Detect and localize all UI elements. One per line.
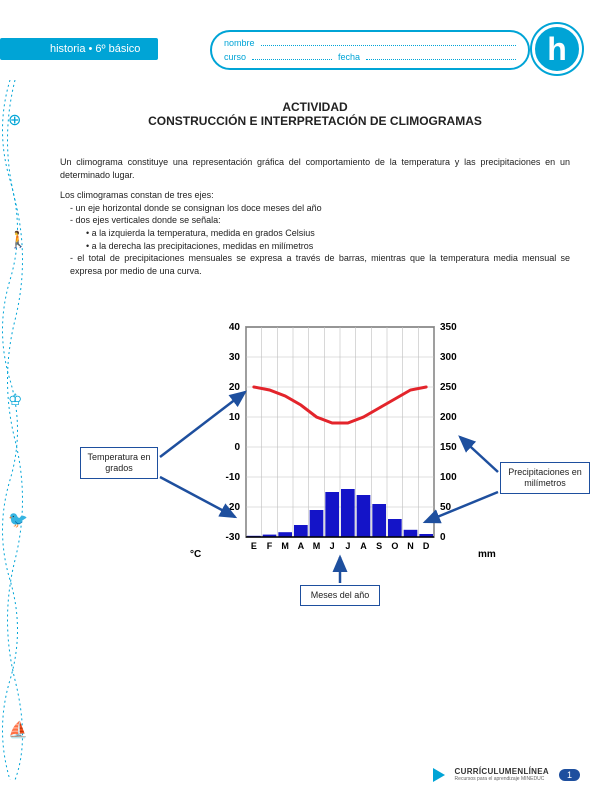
svg-text:F: F [267, 541, 273, 551]
svg-text:40: 40 [229, 322, 241, 333]
bird-icon: 🐦 [8, 510, 28, 530]
document-content: ACTIVIDAD CONSTRUCCIÓN E INTERPRETACIÓN … [60, 100, 570, 637]
left-axis-unit: °C [190, 549, 201, 560]
temp-annotation: Temperatura en grados [80, 447, 158, 479]
footer-sub: Recursos para el aprendizaje MINEDUC [455, 776, 549, 782]
svg-text:10: 10 [229, 412, 241, 423]
ship-icon: ⛵ [8, 720, 28, 740]
chart-area: 403020100-10-20-30350300250200150100500E… [60, 317, 570, 637]
svg-text:20: 20 [229, 382, 241, 393]
svg-text:50: 50 [440, 502, 452, 513]
svg-text:M: M [313, 541, 321, 551]
curso-label: curso [224, 52, 246, 62]
precip-annotation: Precipitaciones en milímetros [500, 462, 590, 494]
svg-text:N: N [407, 541, 414, 551]
svg-text:-30: -30 [226, 532, 241, 543]
footer-brand: CURRÍCULUMENLÍNEA [455, 767, 549, 776]
svg-text:30: 30 [229, 352, 241, 363]
page-footer: CURRÍCULUMENLÍNEA Recursos para el apren… [433, 767, 580, 782]
svg-text:E: E [251, 541, 257, 551]
svg-text:0: 0 [440, 532, 446, 543]
list-item: a la derecha las precipitaciones, medida… [86, 240, 570, 253]
fecha-label: fecha [338, 52, 360, 62]
right-axis-unit: mm [478, 549, 496, 560]
list-item: dos ejes verticales donde se señala: [70, 214, 570, 227]
svg-text:300: 300 [440, 352, 457, 363]
svg-text:D: D [423, 541, 430, 551]
svg-text:350: 350 [440, 322, 457, 333]
svg-text:J: J [330, 541, 335, 551]
subject-label: historia • 6º básico [0, 38, 158, 60]
svg-text:100: 100 [440, 472, 457, 483]
subject-band: historia • 6º básico [0, 38, 158, 60]
list-item: a la izquierda la temperatura, medida en… [86, 227, 570, 240]
svg-text:O: O [391, 541, 398, 551]
subject-badge: h [532, 24, 582, 74]
list-item: un eje horizontal donde se consignan los… [70, 202, 570, 215]
svg-text:-10: -10 [226, 472, 241, 483]
activity-title: ACTIVIDAD [60, 100, 570, 114]
fecha-line [366, 52, 516, 60]
curso-line [252, 52, 332, 60]
intro-paragraph: Un climograma constituye una representac… [60, 156, 570, 181]
svg-text:M: M [281, 541, 289, 551]
svg-text:J: J [345, 541, 350, 551]
footer-logo-icon [433, 768, 445, 782]
nombre-line [261, 38, 516, 46]
activity-subtitle: CONSTRUCCIÓN E INTERPRETACIÓN DE CLIMOGR… [60, 114, 570, 128]
svg-text:A: A [360, 541, 367, 551]
nombre-label: nombre [224, 38, 255, 48]
globe-icon: ⊕ [8, 110, 21, 130]
svg-text:0: 0 [234, 442, 240, 453]
page-number: 1 [559, 769, 580, 781]
svg-text:S: S [376, 541, 382, 551]
crown-icon: ♔ [8, 390, 22, 410]
svg-text:-20: -20 [226, 502, 241, 513]
bullet-list: Los climogramas constan de tres ejes: un… [60, 189, 570, 277]
person-icon: 🚶 [8, 230, 28, 250]
svg-text:150: 150 [440, 442, 457, 453]
svg-text:200: 200 [440, 412, 457, 423]
left-decorative-strip: ⊕ 🚶 ♔ 🐦 ⛵ [0, 80, 40, 780]
list-intro: Los climogramas constan de tres ejes: [60, 189, 570, 202]
months-annotation: Meses del año [300, 585, 380, 606]
climogram-chart: 403020100-10-20-30350300250200150100500E… [210, 317, 470, 557]
student-info-box: nombre curso fecha [210, 30, 530, 70]
list-item: el total de precipitaciones mensuales se… [70, 252, 570, 277]
svg-text:250: 250 [440, 382, 457, 393]
footer-brand-block: CURRÍCULUMENLÍNEA Recursos para el apren… [455, 767, 549, 782]
svg-text:A: A [298, 541, 305, 551]
